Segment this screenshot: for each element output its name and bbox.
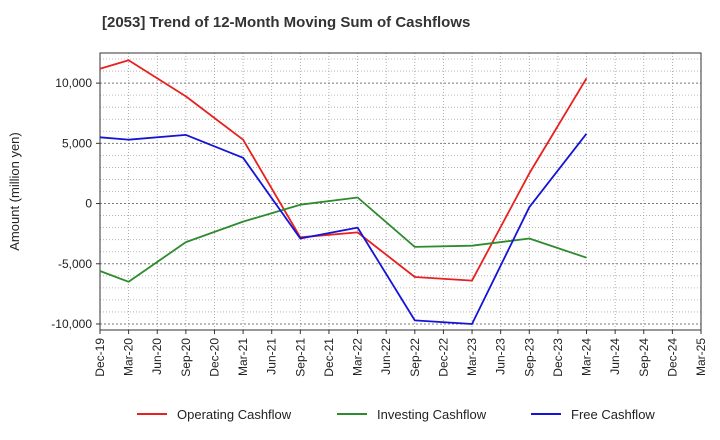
y-axis-label: Amount (million yen): [7, 132, 22, 251]
legend-label-1: Operating Cashflow: [177, 407, 292, 422]
x-tick-label: Jun-21: [265, 338, 279, 375]
y-tick-label: -10,000: [51, 317, 92, 331]
y-tick-label: 10,000: [55, 76, 92, 90]
series-line-1: [99, 59, 588, 282]
axis-layer: -10,000 -5,000 0 5,000 10,000 Dec-19 Mar-20 Jun…: [7, 52, 708, 377]
x-tick-label: Sep-21: [293, 338, 307, 377]
y-tick-label: 5,000: [62, 136, 92, 150]
x-tick-label: Mar-22: [351, 338, 365, 376]
plot-border: [99, 52, 702, 331]
grid-layer: [99, 53, 702, 330]
x-tick-label: Sep-20: [179, 338, 193, 377]
chart-title: [2053] Trend of 12-Month Moving Sum of C…: [102, 14, 471, 31]
x-tick-label: Mar-21: [236, 338, 250, 376]
x-tick-label: Dec-24: [665, 338, 679, 377]
legend: Operating Cashflow Investing Cashflow Free…: [137, 407, 655, 422]
x-tick-label: Dec-23: [551, 338, 565, 377]
x-tick-label: Dec-21: [322, 338, 336, 377]
x-tick-label: Jun-24: [608, 338, 622, 375]
x-tick-label: Dec-22: [436, 338, 450, 377]
x-tick-label: Mar-23: [465, 338, 479, 376]
y-tick-label: 0: [85, 197, 92, 211]
y-tick-label: -5,000: [58, 257, 92, 271]
x-tick-label: Jun-23: [494, 338, 508, 375]
x-tick-label: Mar-24: [580, 338, 594, 376]
x-tick-label: Sep-22: [408, 338, 422, 377]
x-tick-label: Dec-20: [207, 338, 221, 377]
x-tick-label: Mar-20: [122, 338, 136, 376]
series-line-3: [99, 133, 588, 325]
legend-label-3: Free Cashflow: [571, 407, 655, 422]
series-line-2: [99, 196, 587, 283]
x-tick-label: Sep-24: [637, 338, 651, 377]
series-layer: [99, 59, 588, 325]
x-tick-label: Sep-23: [522, 338, 536, 377]
legend-label-2: Investing Cashflow: [377, 407, 487, 422]
x-tick-label: Jun-22: [379, 338, 393, 375]
x-tick-label: Dec-19: [93, 338, 107, 377]
x-tick-label: Mar-25: [694, 338, 708, 376]
x-tick-label: Jun-20: [150, 338, 164, 375]
